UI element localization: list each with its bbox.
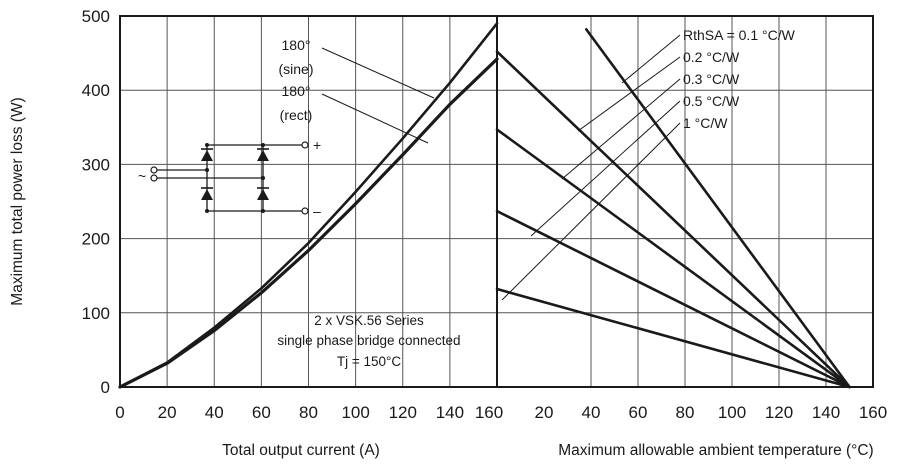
- legend-leader-rthsa-0-2: [577, 56, 681, 132]
- x-tick-label-right: 140: [812, 403, 840, 422]
- diode-icon: [201, 150, 213, 161]
- diode-icon: [201, 189, 213, 200]
- x-tick-label-right: 20: [535, 403, 554, 422]
- y-tick-label: 200: [82, 230, 110, 249]
- annotation-sine-label: (sine): [278, 61, 313, 77]
- terminal-icon: [301, 141, 309, 149]
- terminal-minus-label: –: [313, 203, 321, 219]
- series-line-rthsa-1: [495, 287, 851, 389]
- y-tick-label: 100: [82, 304, 110, 323]
- series-description-line1: 2 x VSK.56 Series: [314, 313, 424, 328]
- legend-label-rthsa-0-1: RthSA = 0.1 °C/W: [683, 27, 796, 43]
- diode-icon: [257, 150, 269, 161]
- y-axis-title: Maximum total power loss (W): [9, 97, 26, 305]
- series-line-rthsa-0-5: [495, 209, 851, 389]
- circuit-node: [205, 209, 209, 213]
- y-tick-label: 300: [82, 155, 110, 174]
- series-description-line2: single phase bridge connected: [277, 333, 460, 348]
- x-tick-label-left: 160: [475, 403, 503, 422]
- series-line-rthsa-0-3: [495, 128, 851, 389]
- ac-symbol-label: ~: [138, 168, 146, 184]
- legend-leader-rthsa-0-5: [530, 100, 681, 237]
- terminal-icon: [150, 174, 158, 182]
- circuit-node: [261, 143, 265, 147]
- terminal-plus-label: +: [313, 137, 321, 153]
- y-tick-label: 400: [82, 81, 110, 100]
- circuit-node: [261, 176, 265, 180]
- legend-label-rthsa-0-5: 0.5 °C/W: [683, 93, 740, 109]
- series-line-rthsa-0-2: [495, 50, 851, 389]
- terminal-icon: [301, 207, 309, 215]
- x-tick-label-right: 160: [859, 403, 887, 422]
- x-tick-label-left: 100: [341, 403, 369, 422]
- diode-icon: [257, 189, 269, 200]
- annotation-leader-rect: [321, 93, 429, 144]
- x-tick-label-left: 140: [436, 403, 464, 422]
- terminal-icon: [150, 166, 158, 174]
- x-axis-title-left: Total output current (A): [222, 442, 380, 459]
- x-tick-label-right: 40: [582, 403, 601, 422]
- x-axis-title-right: Maximum allowable ambient temperature (°…: [558, 442, 873, 459]
- annotation-leader-sine: [321, 47, 435, 99]
- x-tick-label-right: 100: [718, 403, 746, 422]
- circuit-node: [205, 168, 209, 172]
- x-tick-label-right: 60: [629, 403, 648, 422]
- x-tick-label-left: 120: [389, 403, 417, 422]
- y-tick-label: 0: [101, 378, 110, 397]
- legend-leader-rthsa-0-1: [621, 34, 681, 84]
- legend-label-rthsa-1: 1 °C/W: [683, 115, 728, 131]
- x-tick-label-left: 0: [115, 403, 124, 422]
- y-tick-label: 500: [82, 7, 110, 26]
- circuit-node: [261, 209, 265, 213]
- x-tick-label-left: 40: [205, 403, 224, 422]
- series-line-left-rect: [118, 57, 499, 389]
- x-tick-label-right: 120: [765, 403, 793, 422]
- legend-label-rthsa-0-2: 0.2 °C/W: [683, 49, 740, 65]
- series-description-line3: Tj = 150°C: [337, 354, 402, 369]
- x-tick-label-left: 80: [299, 403, 318, 422]
- annotation-rect-label: (rect): [280, 107, 313, 123]
- series-line-rthsa-0-1: [584, 28, 851, 389]
- annotation-sine-angle: 180°: [282, 37, 311, 53]
- right-plot-frame: [496, 15, 874, 388]
- x-tick-label-left: 60: [252, 403, 271, 422]
- x-tick-label-left: 20: [158, 403, 177, 422]
- legend-leader-rthsa-0-3: [561, 78, 681, 180]
- x-tick-label-right: 80: [676, 403, 695, 422]
- legend-label-rthsa-0-3: 0.3 °C/W: [683, 71, 740, 87]
- annotation-rect-angle: 180°: [282, 83, 311, 99]
- legend-leader-rthsa-1: [501, 122, 681, 301]
- circuit-node: [205, 143, 209, 147]
